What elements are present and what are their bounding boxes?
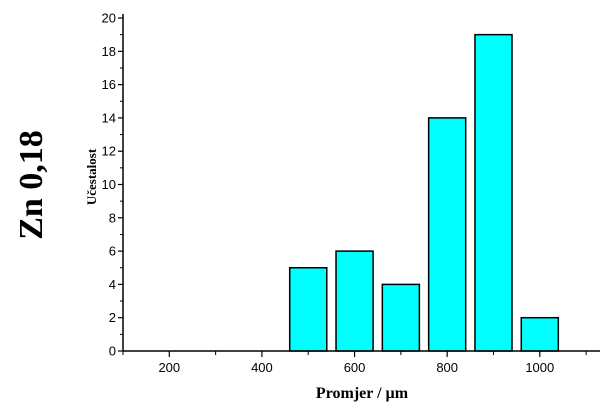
- y-tick-label-18: 18: [102, 44, 116, 59]
- y-tick-label-12: 12: [102, 144, 116, 159]
- bar-800: [427, 117, 467, 352]
- bar-1000: [520, 316, 560, 352]
- y-tick-label-6: 6: [109, 244, 116, 259]
- y-tick-label-8: 8: [109, 210, 116, 225]
- bars-group: [288, 33, 560, 352]
- y-tick-label-20: 20: [102, 11, 116, 26]
- x-tick-label-400: 400: [251, 360, 273, 375]
- y-tick-label-16: 16: [102, 77, 116, 92]
- bar-500: [288, 267, 328, 352]
- y-tick-label-10: 10: [102, 177, 116, 192]
- x-tick-label-1000: 1000: [525, 360, 554, 375]
- y-axis-title: Učestalost: [84, 148, 99, 205]
- axes-group: 0 2 4 6 8 10 12 14 16 18 20 200 400 600 800 1000: [102, 11, 600, 375]
- side-label: Zn 0,18: [13, 130, 50, 240]
- y-tick-label-0: 0: [109, 344, 116, 359]
- bar-600: [335, 250, 374, 352]
- bar-900: [474, 33, 513, 352]
- y-tick-label-4: 4: [109, 277, 116, 292]
- x-tick-label-800: 800: [436, 360, 458, 375]
- x-tick-label-200: 200: [158, 360, 180, 375]
- bar-700: [381, 283, 421, 352]
- x-tick-label-600: 600: [344, 360, 366, 375]
- y-tick-label-2: 2: [109, 310, 116, 325]
- y-tick-label-14: 14: [102, 110, 116, 125]
- x-axis-title: Promjer / µm: [316, 385, 409, 402]
